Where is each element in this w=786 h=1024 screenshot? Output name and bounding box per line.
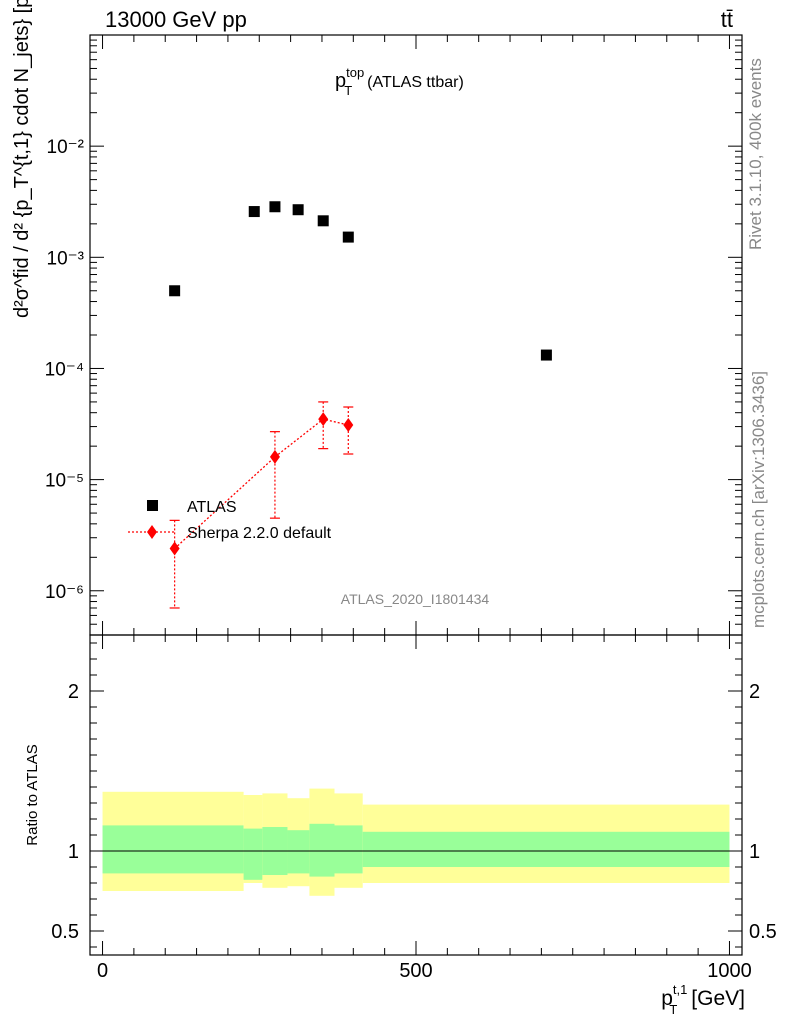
y-tick-label-lower-right: 0.5 [749, 921, 777, 943]
lower-plot-axes: 0 500 1000 0.5 0.5 1 1 2 2 [51, 634, 777, 982]
y-tick-label-upper: 10⁻⁶ [45, 582, 84, 603]
atlas-data-point [248, 206, 260, 218]
header-right-text: tt̄ [721, 7, 733, 32]
sherpa-data-point [169, 541, 180, 556]
upper-plot-frame [89, 34, 743, 636]
ratio-band-green [362, 831, 730, 867]
rivet-version-label: Rivet 3.1.10, 400k events [746, 58, 765, 250]
atlas-data-point [342, 231, 354, 243]
x-tick-label: 1000 [707, 960, 752, 982]
ratio-band-green [309, 823, 335, 877]
header-left-text: 13000 GeV pp [105, 7, 247, 32]
y-tick-label-upper: 10⁻² [47, 137, 85, 158]
atlas-data-point [269, 201, 281, 213]
x-tick-label: 0 [97, 960, 108, 982]
upper-plot-axes: 10⁻⁶ 10⁻⁵ 10⁻⁴ 10⁻³ 10⁻² [45, 34, 743, 636]
legend: ATLAS Sherpa 2.2.0 default [128, 499, 332, 542]
y-tick-label-lower: 1 [68, 841, 79, 863]
y-tick-label-lower-right: 2 [749, 681, 760, 703]
plot-title: ptop T (ATLAS ttbar) [335, 65, 464, 98]
y-axis-label-upper: d²σ^fid / d² {p_T^{t,1} cdot N_jets} [pb… [11, 0, 33, 318]
analysis-id-label: ATLAS_2020_I1801434 [341, 591, 490, 607]
atlas-data-point [540, 349, 552, 361]
y-tick-label-upper: 10⁻⁴ [45, 359, 84, 380]
legend-atlas-label: ATLAS [187, 499, 237, 516]
ratio-band-layer [102, 788, 730, 896]
y-axis-label-lower: Ratio to ATLAS [24, 744, 41, 845]
ratio-band-green [287, 830, 310, 874]
y-tick-label-lower: 0.5 [51, 921, 79, 943]
ratio-band-green [243, 828, 263, 880]
y-axis-label-upper-text: d²σ^fid / d² {p_T^{t,1} cdot N_jets} [pb… [11, 0, 33, 318]
series-layer [169, 201, 552, 609]
legend-sherpa-label: Sherpa 2.2.0 default [187, 525, 332, 542]
y-tick-label-upper: 10⁻⁵ [45, 471, 84, 492]
mcplots-label: mcplots.cern.ch [arXiv:1306.3436] [749, 371, 768, 628]
atlas-data-point [169, 285, 181, 297]
sherpa-data-point [343, 417, 354, 432]
x-axis-label: pt,1 T [GeV] [661, 982, 745, 1017]
y-tick-label-lower-right: 1 [749, 841, 760, 863]
ratio-band-green [102, 825, 244, 874]
y-tick-label-upper: 10⁻³ [47, 248, 85, 269]
atlas-data-point [292, 204, 304, 216]
legend-atlas-marker [147, 500, 158, 511]
sherpa-data-point [318, 412, 329, 427]
sherpa-data-point [269, 449, 280, 464]
ratio-band-green [334, 825, 363, 874]
atlas-data-point [317, 215, 329, 227]
x-tick-label: 500 [399, 960, 432, 982]
y-tick-label-lower: 2 [68, 681, 79, 703]
legend-sherpa-marker [147, 525, 157, 539]
